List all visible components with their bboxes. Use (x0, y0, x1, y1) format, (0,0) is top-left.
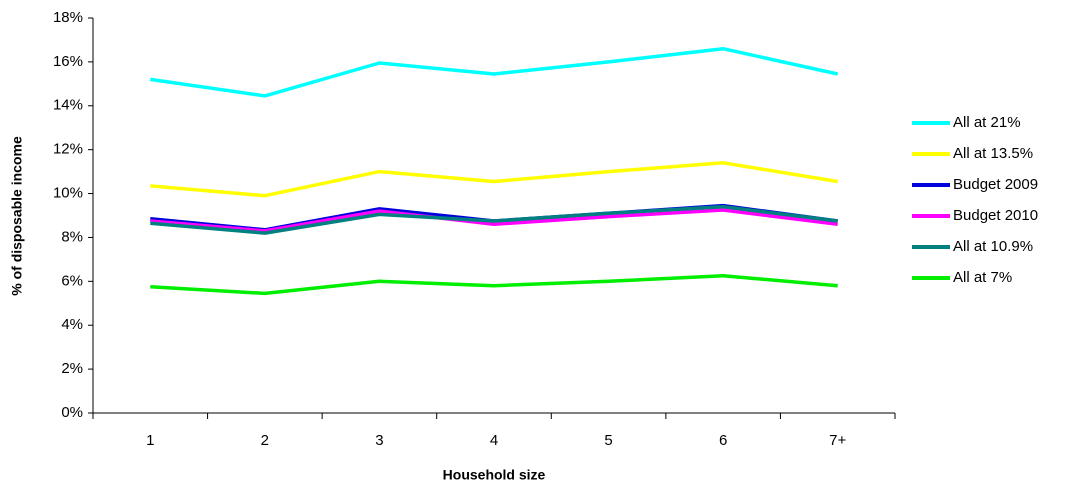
series-line (150, 274, 838, 296)
y-tick-label: 8% (61, 228, 83, 245)
y-tick-label: 4% (61, 316, 83, 333)
x-tick-label: 5 (604, 432, 612, 449)
y-tick-label: 12% (53, 141, 83, 158)
series-line (150, 46, 839, 98)
x-axis-title: Household size (443, 467, 546, 483)
x-tick-label: 7+ (829, 432, 846, 449)
y-tick-label: 10% (53, 185, 83, 202)
y-tick-label: 6% (61, 272, 83, 289)
series-line (150, 208, 838, 233)
legend-label: Budget 2010 (953, 207, 1038, 224)
legend-label: Budget 2009 (953, 176, 1038, 193)
legend-label: All at 13.5% (953, 145, 1033, 162)
y-tick-label: 14% (53, 97, 83, 114)
legend-label: All at 21% (953, 114, 1021, 131)
y-tick-label: 0% (61, 404, 83, 421)
legend-label: All at 7% (953, 269, 1012, 286)
y-tick-label: 16% (53, 53, 83, 70)
series-line (150, 161, 838, 198)
y-axis-title: % of disposable income (9, 136, 25, 296)
x-tick-label: 4 (490, 432, 498, 449)
x-tick-label: 1 (146, 432, 154, 449)
series-line (150, 204, 838, 235)
x-tick-label: 2 (261, 432, 269, 449)
y-tick-label: 2% (61, 360, 83, 377)
legend-label: All at 10.9% (953, 238, 1033, 255)
x-tick-label: 6 (719, 432, 727, 449)
x-tick-label: 3 (375, 432, 383, 449)
y-tick-label: 18% (53, 9, 83, 26)
